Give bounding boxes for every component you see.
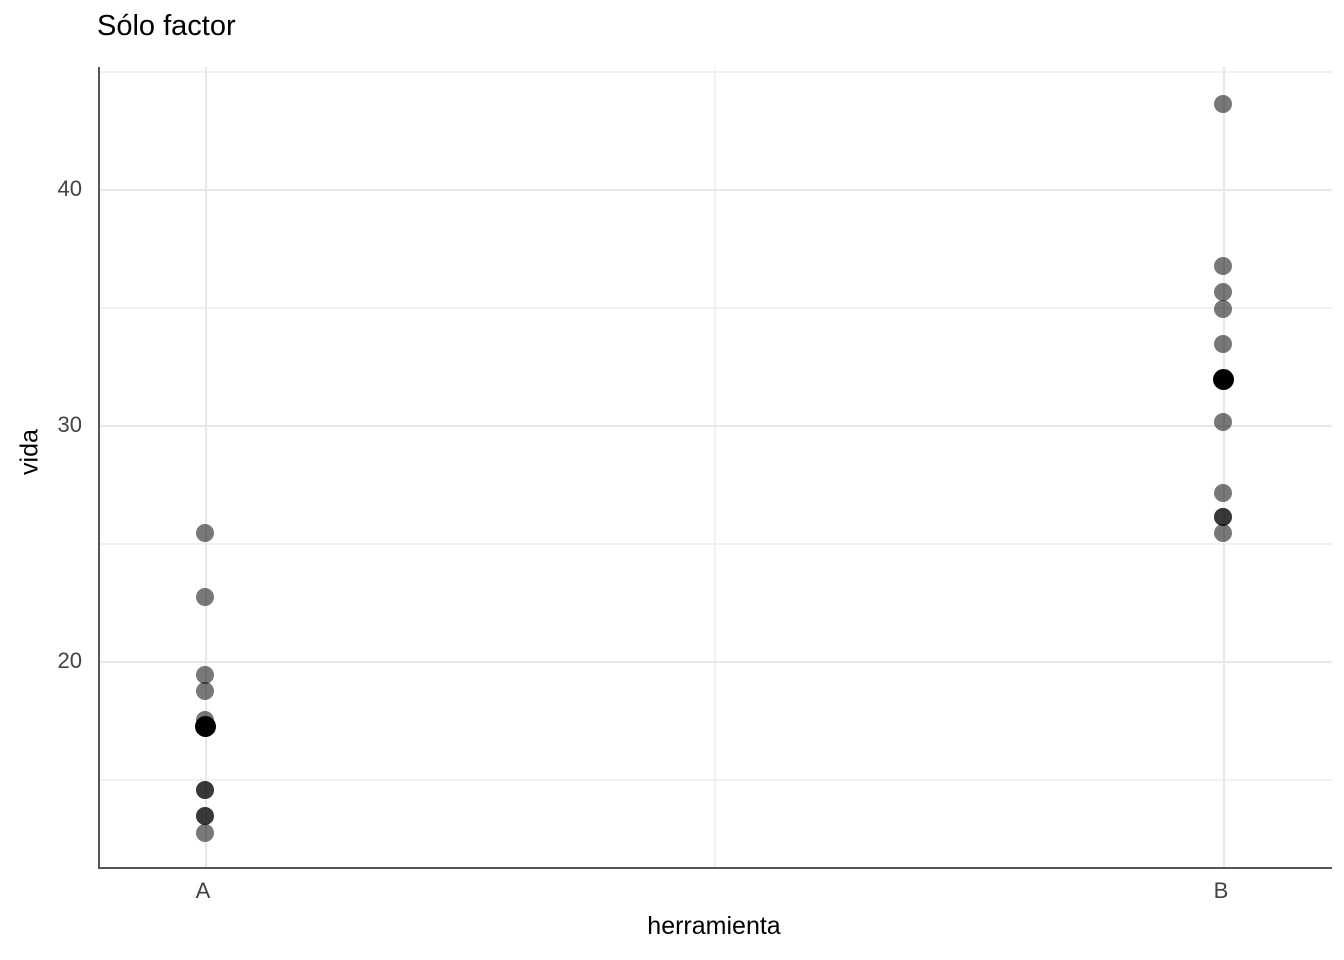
data-point-B bbox=[1214, 483, 1232, 502]
y-major-gridline-20 bbox=[100, 660, 1332, 663]
data-point-A bbox=[196, 781, 214, 800]
plot-title: Sólo factor bbox=[97, 10, 236, 42]
data-point-A bbox=[196, 524, 214, 543]
data-point-A bbox=[196, 682, 214, 701]
data-point-B bbox=[1214, 299, 1232, 318]
y-minor-gridline-45 bbox=[100, 70, 1332, 73]
data-point-A bbox=[196, 807, 214, 826]
y-minor-gridline-35 bbox=[100, 306, 1332, 309]
y-tick-label-30: 30 bbox=[57, 411, 82, 437]
x-tick-label-B: B bbox=[1213, 878, 1229, 903]
data-point-B bbox=[1214, 524, 1232, 543]
mean-point-A bbox=[194, 716, 216, 738]
y-axis-title: vida bbox=[15, 429, 44, 475]
data-point-B bbox=[1214, 94, 1232, 113]
data-point-B bbox=[1214, 507, 1232, 526]
y-tick-label-40: 40 bbox=[57, 175, 82, 201]
y-major-gridline-40 bbox=[100, 188, 1332, 191]
y-minor-gridline-25 bbox=[100, 542, 1332, 545]
x-tick-label-A: A bbox=[195, 878, 211, 903]
y-minor-gridline-15 bbox=[100, 778, 1332, 781]
y-tick-label-20: 20 bbox=[57, 647, 82, 673]
x-axis-title: herramienta bbox=[647, 912, 781, 940]
x-minor-gridline bbox=[714, 67, 716, 867]
data-point-B bbox=[1214, 335, 1232, 354]
y-major-gridline-30 bbox=[100, 424, 1332, 427]
mean-point-B bbox=[1212, 369, 1234, 391]
data-point-B bbox=[1214, 257, 1232, 276]
data-point-B bbox=[1214, 283, 1232, 302]
data-point-B bbox=[1214, 413, 1232, 432]
x-major-gridline-A bbox=[205, 67, 207, 867]
plot-panel bbox=[98, 67, 1332, 869]
x-major-gridline-B bbox=[1223, 67, 1225, 867]
data-point-A bbox=[196, 587, 214, 606]
data-point-A bbox=[196, 665, 214, 684]
data-point-A bbox=[196, 823, 214, 842]
